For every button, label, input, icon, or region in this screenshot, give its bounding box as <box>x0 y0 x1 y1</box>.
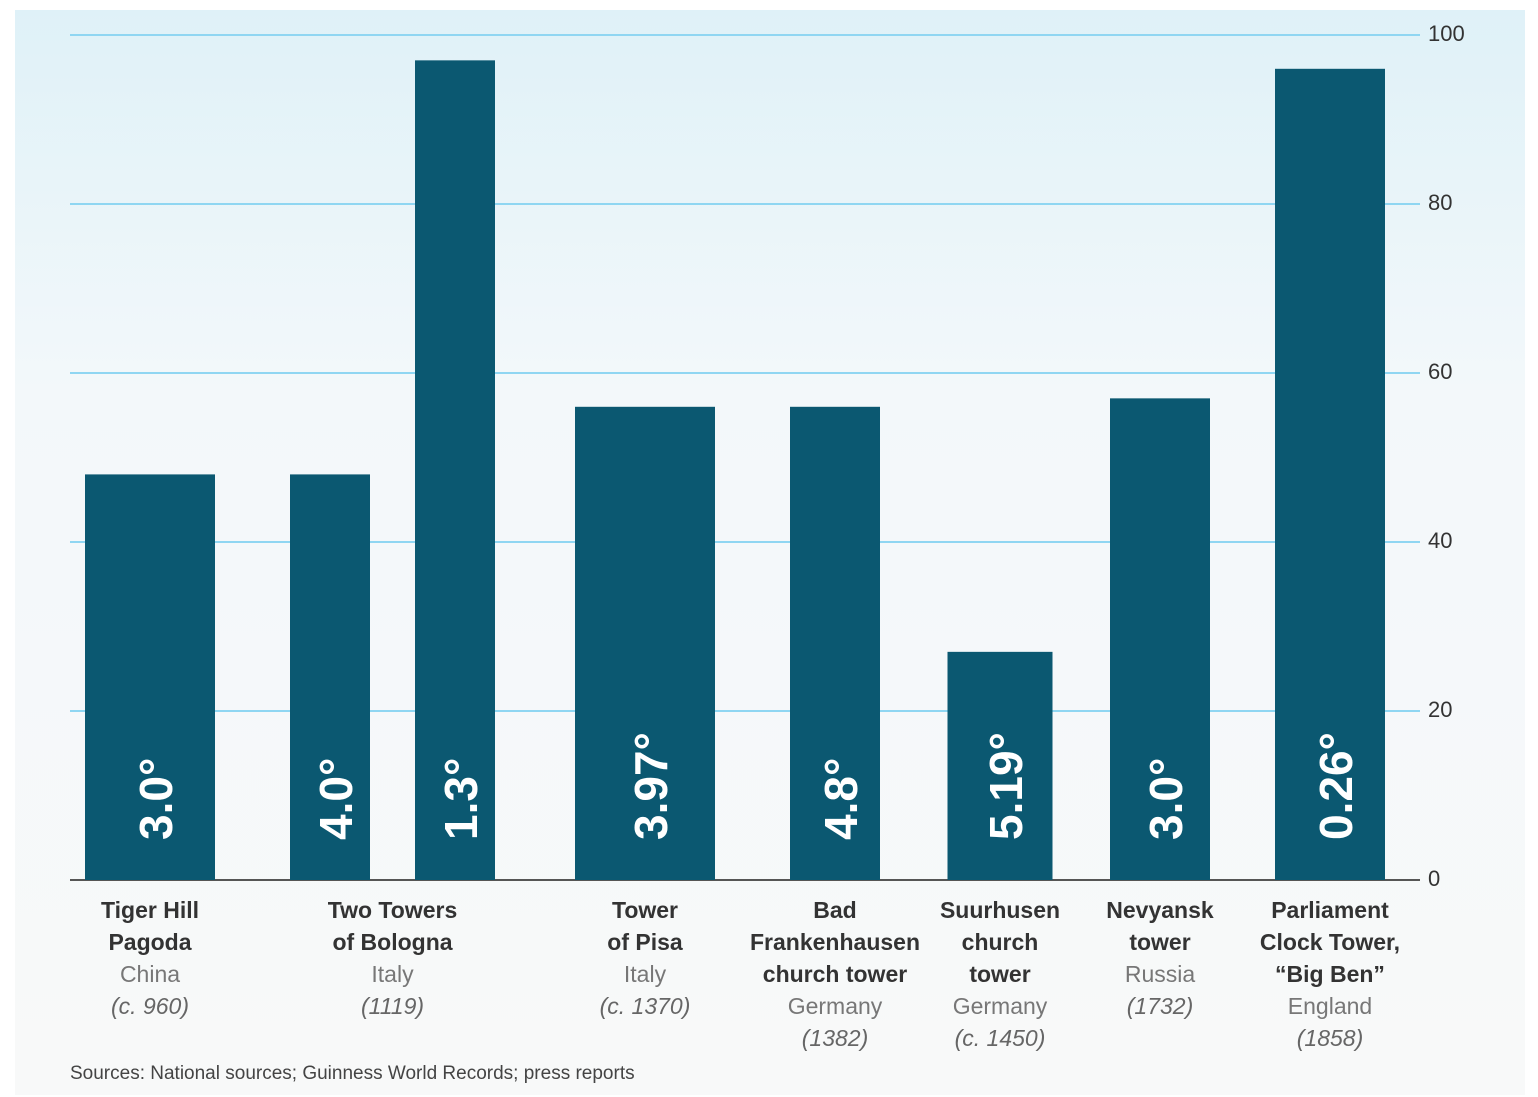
category-label: Pagoda <box>108 929 191 955</box>
date-label: (c. 1450) <box>955 1025 1046 1051</box>
bar <box>290 474 370 880</box>
category-label: Tiger Hill <box>101 897 199 923</box>
country-label: China <box>120 961 180 987</box>
country-label: Russia <box>1125 961 1196 987</box>
category-label: “Big Ben” <box>1275 961 1385 987</box>
lean-label: 1.3° <box>435 758 487 840</box>
category-label: of Bologna <box>332 929 452 955</box>
bar <box>1110 398 1210 880</box>
category-label: Nevyansk <box>1106 897 1214 923</box>
category-label: tower <box>1129 929 1190 955</box>
lean-label: 4.0° <box>310 758 362 840</box>
source: Sources: National sources; Guinness Worl… <box>70 1063 635 1084</box>
y-tick-label: 100 <box>1428 21 1465 46</box>
y-tick-label: 80 <box>1428 190 1452 215</box>
country-label: England <box>1288 993 1372 1019</box>
country-label: Germany <box>953 993 1048 1019</box>
bar <box>575 406 715 880</box>
date-label: (1732) <box>1127 993 1193 1019</box>
y-tick-label: 40 <box>1428 528 1452 553</box>
country-label: Italy <box>624 961 667 987</box>
bar <box>790 406 880 880</box>
category-label: church <box>962 929 1039 955</box>
bar <box>415 60 495 881</box>
category-label: tower <box>969 961 1030 987</box>
lean-label: 5.19° <box>980 732 1032 840</box>
date-label: (c. 960) <box>111 993 189 1019</box>
category-label: of Pisa <box>607 929 683 955</box>
bar <box>85 474 215 880</box>
bar <box>1275 68 1385 881</box>
category-label: Suurhusen <box>940 897 1060 923</box>
category-label: Two Towers <box>328 897 458 923</box>
date-label: (1382) <box>802 1025 868 1051</box>
y-tick-label: 20 <box>1428 697 1452 722</box>
category-label: Frankenhausen <box>750 929 920 955</box>
date-label: (1119) <box>361 993 424 1019</box>
y-tick-label: 60 <box>1428 359 1452 384</box>
category-label: Bad <box>813 897 856 923</box>
date-label: (c. 1370) <box>600 993 691 1019</box>
bar <box>947 651 1053 880</box>
lean-label: 3.97° <box>625 732 677 840</box>
category-label: church tower <box>763 961 907 987</box>
y-tick-label: 0 <box>1428 866 1440 891</box>
category-label: Clock Tower, <box>1260 929 1400 955</box>
country-label: Germany <box>788 993 883 1019</box>
category-label: Parliament <box>1271 897 1389 923</box>
lean-label: 3.0° <box>1140 758 1192 840</box>
date-label: (1858) <box>1297 1025 1363 1051</box>
background <box>15 10 1525 1095</box>
category-label: Tower <box>612 897 678 923</box>
lean-label: 0.26° <box>1310 732 1362 840</box>
lean-label: 3.0° <box>130 758 182 840</box>
lean-label: 4.8° <box>815 758 867 840</box>
country-label: Italy <box>371 961 414 987</box>
